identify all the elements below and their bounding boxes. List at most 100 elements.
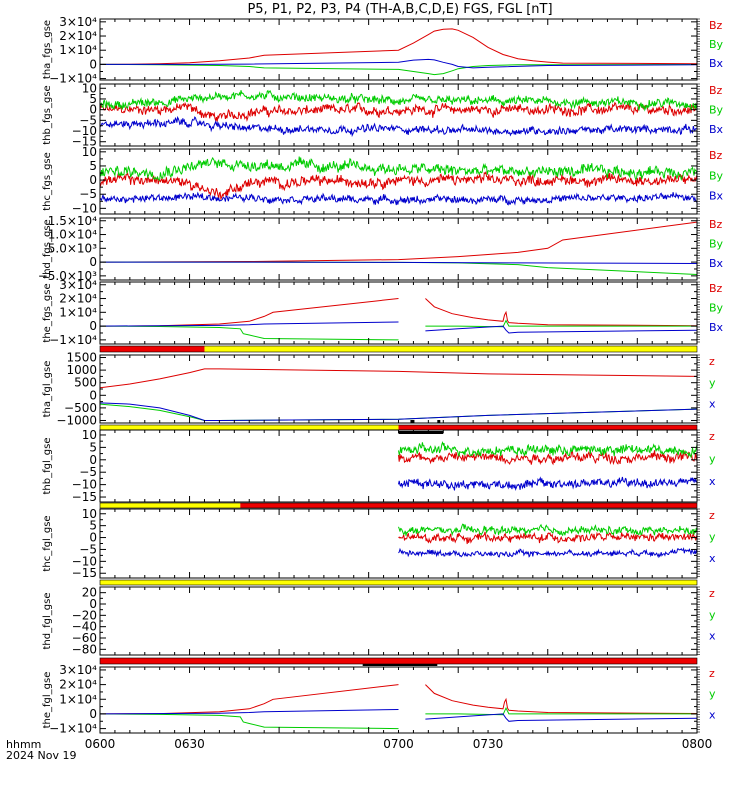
- y-tick-label: −5: [79, 113, 97, 127]
- legend-label: z: [709, 667, 715, 680]
- x-tick-label: 0700: [383, 737, 414, 751]
- y-tick-label: −15: [72, 135, 97, 149]
- y-tick-label: −15: [72, 490, 97, 504]
- series-line-Bx: [425, 325, 697, 334]
- series-group: [100, 368, 697, 421]
- series-line-z: [425, 684, 697, 714]
- y-tick-label: 5: [89, 92, 97, 106]
- panel-frame: [99, 586, 698, 656]
- legend-label: y: [709, 608, 716, 621]
- y-tick-label: −10: [72, 124, 97, 138]
- y-tick-label: 0: [89, 388, 97, 402]
- y-tick-label: 1×10⁴: [59, 305, 97, 319]
- y-tick-label: 10: [82, 507, 97, 521]
- series-line-z: [100, 368, 697, 389]
- y-tick-label: −20: [72, 608, 97, 622]
- legend-label: y: [709, 531, 716, 544]
- series-line-Bz: [100, 221, 697, 263]
- status-bar-segment: [240, 503, 698, 508]
- status-marker: [398, 431, 444, 434]
- series-line-z: [100, 684, 399, 715]
- x-tick-label: 0600: [85, 737, 116, 751]
- status-bar-frame: [99, 579, 698, 586]
- date-label: 2024 Nov 19: [6, 749, 76, 762]
- status-bar-segment: [100, 425, 399, 430]
- legend-label: Bx: [709, 257, 724, 270]
- y-tick-label: −40: [72, 620, 97, 634]
- legend-label: x: [709, 475, 716, 488]
- panel-thd_fgs_gse: 1.5×10⁴1.0×10⁴5.0×10³0−5.0×10³thd_fgs_gs…: [38, 214, 724, 283]
- series-line-Bz: [100, 28, 697, 65]
- legend-label: x: [709, 398, 716, 411]
- legend-label: By: [709, 169, 724, 182]
- series-group: [100, 89, 697, 138]
- legend-label: By: [709, 237, 724, 250]
- y-tick-label: 500: [74, 376, 97, 390]
- y-tick-label: −500: [64, 401, 97, 415]
- legend-label: z: [709, 587, 715, 600]
- status-bar-segment: [100, 346, 205, 352]
- series-line-Bz: [100, 170, 697, 201]
- series-line-Bz: [100, 298, 399, 327]
- y-axis-label: tha_fgs_gse: [42, 20, 53, 79]
- status-bar-segment: [398, 425, 697, 430]
- panel-frame: [99, 429, 698, 503]
- y-tick-label: −15: [72, 566, 97, 580]
- series-line-x: [398, 547, 697, 559]
- y-tick-label: 20: [82, 586, 97, 600]
- y-tick-label: 3×10⁴: [59, 15, 97, 29]
- status-bar-frame: [99, 345, 698, 353]
- y-tick-label: −10: [72, 554, 97, 568]
- y-tick-label: −10: [72, 478, 97, 492]
- legend-label: Bz: [709, 19, 723, 32]
- x-tick-label: 0730: [473, 737, 504, 751]
- y-tick-label: 3×10⁴: [59, 663, 97, 677]
- legend-label: Bz: [709, 84, 723, 97]
- panel-frame: [99, 666, 698, 734]
- series-line-By: [100, 156, 697, 182]
- status-markers: [362, 420, 444, 666]
- legend-label: By: [709, 103, 724, 116]
- panel-frame: [99, 18, 698, 81]
- y-tick-label: 1.0×10⁴: [48, 228, 97, 242]
- series-line-By: [425, 319, 697, 328]
- chart-title: P5, P1, P2, P3, P4 (TH-A,B,C,D,E) FGS, F…: [247, 2, 552, 17]
- series-group: [100, 28, 697, 76]
- series-line-By: [100, 261, 697, 275]
- y-tick-label: −1×10⁴: [49, 722, 97, 736]
- series-group: [100, 298, 697, 341]
- panel-thd_fgl_gse: 200−20−40−60−80 thd_fgl_gse zyx: [42, 586, 716, 665]
- series-line-x: [425, 713, 697, 722]
- legend-label: By: [709, 38, 724, 51]
- series-group: [100, 156, 697, 206]
- y-tick-label: 0: [89, 707, 97, 721]
- legend-label: Bz: [709, 218, 723, 231]
- y-tick-label: −60: [72, 631, 97, 645]
- status-marker: [362, 664, 438, 666]
- y-tick-label: 5: [89, 159, 97, 173]
- y-tick-label: 2×10⁴: [59, 292, 97, 306]
- y-tick-label: 10: [82, 428, 97, 442]
- status-marker: [410, 420, 415, 423]
- series-line-x: [100, 709, 399, 715]
- y-tick-label: −5: [79, 187, 97, 201]
- y-tick-label: 0: [89, 319, 97, 333]
- y-tick-label: −5: [79, 465, 97, 479]
- legend-label: z: [709, 430, 715, 443]
- y-tick-label: −80: [72, 642, 97, 656]
- y-axis-label: thd_fgs_gse: [42, 219, 53, 278]
- panel-frame: [99, 508, 698, 579]
- y-axis-label: thc_fgl_gse: [42, 515, 53, 571]
- series-line-Bx: [100, 115, 697, 138]
- y-tick-label: 1000: [66, 363, 97, 377]
- y-tick-label: −1000: [56, 413, 97, 427]
- y-tick-label: 3×10⁴: [59, 278, 97, 292]
- y-tick-label: −5.0×10³: [38, 269, 97, 283]
- status-bar-segment: [100, 580, 697, 585]
